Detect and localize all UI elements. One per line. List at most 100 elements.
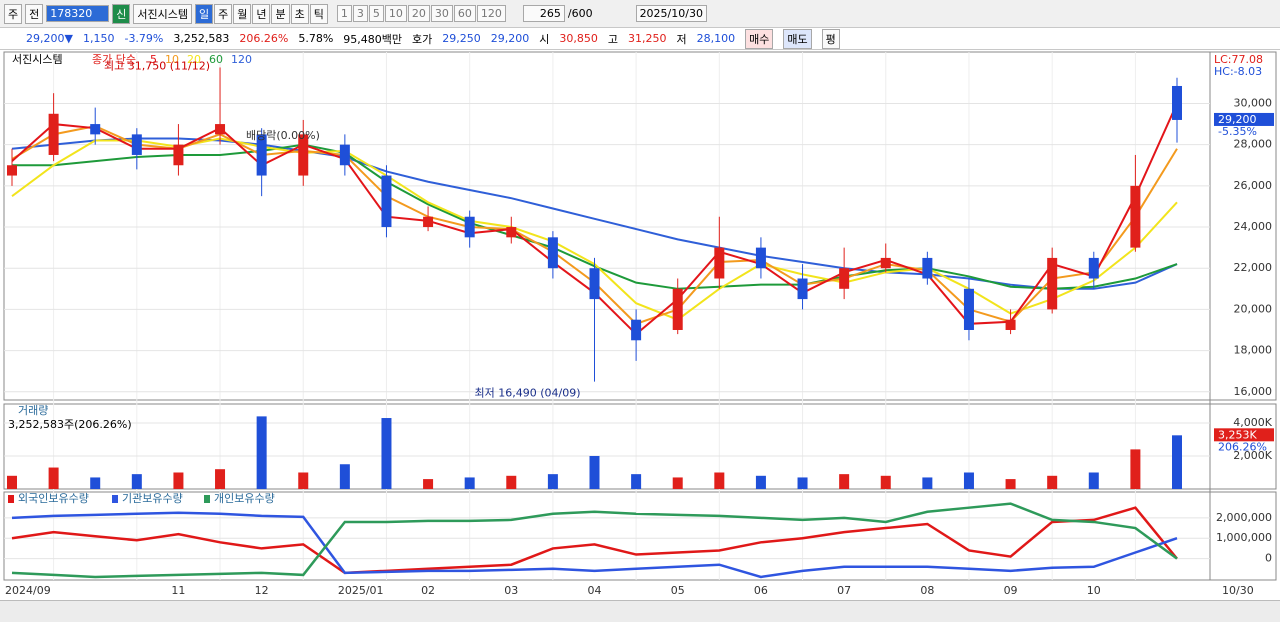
period-button[interactable]: 초 (290, 3, 309, 24)
x-tick-label: 12 (255, 584, 269, 597)
event-annotation: 배당락(0.00%) (246, 129, 320, 142)
volume-bar (839, 474, 850, 489)
x-tick-label: 10 (1087, 584, 1101, 597)
period-button[interactable]: 년 (252, 3, 271, 24)
candle-body (506, 227, 517, 238)
interval-button[interactable]: 5 (368, 5, 384, 22)
candle-body (90, 124, 101, 135)
badge[interactable]: 신 (112, 3, 131, 24)
volume-bar (215, 469, 226, 489)
y-tick-label: 28,000 (1234, 138, 1273, 151)
eval-button[interactable]: 평 (821, 28, 840, 49)
candle-body (547, 237, 558, 269)
volume-bar (90, 477, 101, 489)
high-label: 고 (607, 32, 619, 46)
interval-button[interactable]: 10 (384, 5, 407, 22)
high-annotation: 최고 31,750 (11/12) (104, 59, 210, 72)
volume-bar (797, 477, 808, 489)
y-tick-label: 26,000 (1234, 179, 1273, 192)
candle-body (963, 288, 974, 330)
period-button[interactable]: 일 (194, 3, 214, 24)
volume-bar (1088, 472, 1099, 489)
candle-body (714, 247, 725, 279)
legend-entry: 개인보유수량 (214, 492, 275, 505)
last-change: -5.35% (1218, 125, 1257, 138)
code-input[interactable]: 178320 (46, 5, 110, 22)
y-tick-label: 30,000 (1234, 96, 1273, 109)
legend-entry: 5 (150, 53, 157, 66)
volume-bar (589, 455, 600, 489)
volume-bar (880, 475, 891, 489)
volume-bar (339, 464, 350, 489)
candle-body (1005, 319, 1016, 330)
buy-button[interactable]: 매수 (745, 28, 774, 49)
sell-button[interactable]: 매도 (783, 28, 812, 49)
x-tick-label: 09 (1004, 584, 1018, 597)
candle-body (1088, 257, 1099, 279)
candle-body (1130, 185, 1141, 248)
panel (3, 51, 1277, 401)
y-tick-label: 0 (1265, 552, 1272, 565)
item[interactable]: 전 (25, 3, 44, 24)
candle-body (797, 278, 808, 300)
candle-body (839, 268, 850, 289)
item[interactable]: 주 (4, 3, 23, 24)
y-tick-label: 4,000K (1233, 416, 1272, 429)
candle-body (339, 144, 350, 166)
y-tick-label: 22,000 (1234, 261, 1273, 274)
candle-body (1047, 257, 1058, 310)
y-tick-label: 18,000 (1234, 344, 1273, 357)
bid: 29,200 (490, 32, 530, 45)
interval-button[interactable]: 1 (336, 5, 352, 22)
volume-bar (7, 475, 17, 489)
volume-bar (381, 418, 392, 489)
y-tick-label: 20,000 (1234, 302, 1273, 315)
amount: 95,480백만 (343, 32, 403, 46)
volume-bar (1130, 449, 1141, 489)
interval-button[interactable]: 60 (453, 5, 476, 22)
open: 30,850 (559, 32, 598, 45)
legend-entry: 기관보유수량 (122, 492, 183, 505)
candle-body (381, 175, 392, 228)
ask: 29,250 (442, 32, 481, 45)
low-annotation: 최저 16,490 (04/09) (474, 387, 580, 400)
arrow: ▼ (64, 32, 73, 45)
x-tick-label: 11 (171, 584, 185, 597)
y-tick-label: 16,000 (1234, 385, 1273, 398)
x-tick-label: 07 (837, 584, 851, 597)
interval-button[interactable]: 120 (476, 5, 506, 22)
legend-entry: 10 (165, 53, 179, 66)
period-button[interactable]: 주 (214, 3, 233, 24)
candle-body (672, 288, 683, 330)
candle-body (1172, 85, 1182, 120)
volume-title: 거래량 (18, 404, 48, 417)
y-tick-label: 24,000 (1234, 220, 1273, 233)
candle-body (464, 216, 475, 238)
date[interactable]: 2025/10/30 (635, 5, 707, 22)
volume-legend: 3,252,583주(206.26%) (8, 418, 132, 431)
candle-body (423, 216, 434, 228)
volume-bar (131, 474, 142, 489)
candle-body (48, 113, 59, 155)
volume-bar (547, 474, 558, 489)
x-tick-label: 04 (588, 584, 602, 597)
x-tick-label: 02 (421, 584, 435, 597)
legend-swatch (112, 495, 118, 503)
period-button[interactable]: 분 (271, 3, 290, 24)
legend-entry: 120 (231, 53, 252, 66)
scrollbar[interactable] (0, 600, 1280, 622)
stock-name: 서진시스템 (133, 3, 192, 24)
count[interactable]: 265 (522, 5, 565, 22)
legend-label: 종가 단순 (92, 53, 136, 66)
interval-button[interactable]: 3 (352, 5, 368, 22)
period-button[interactable]: 월 (233, 3, 252, 24)
candle-body (298, 134, 309, 176)
period-button[interactable]: 틱 (309, 3, 328, 24)
x-tick-label: 10/30 (1222, 584, 1254, 597)
interval-button[interactable]: 30 (430, 5, 453, 22)
info-bar: 29,200▼ 1,150 -3.79% 3,252,583 206.26% 5… (0, 28, 1280, 50)
interval-button[interactable]: 20 (407, 5, 430, 22)
